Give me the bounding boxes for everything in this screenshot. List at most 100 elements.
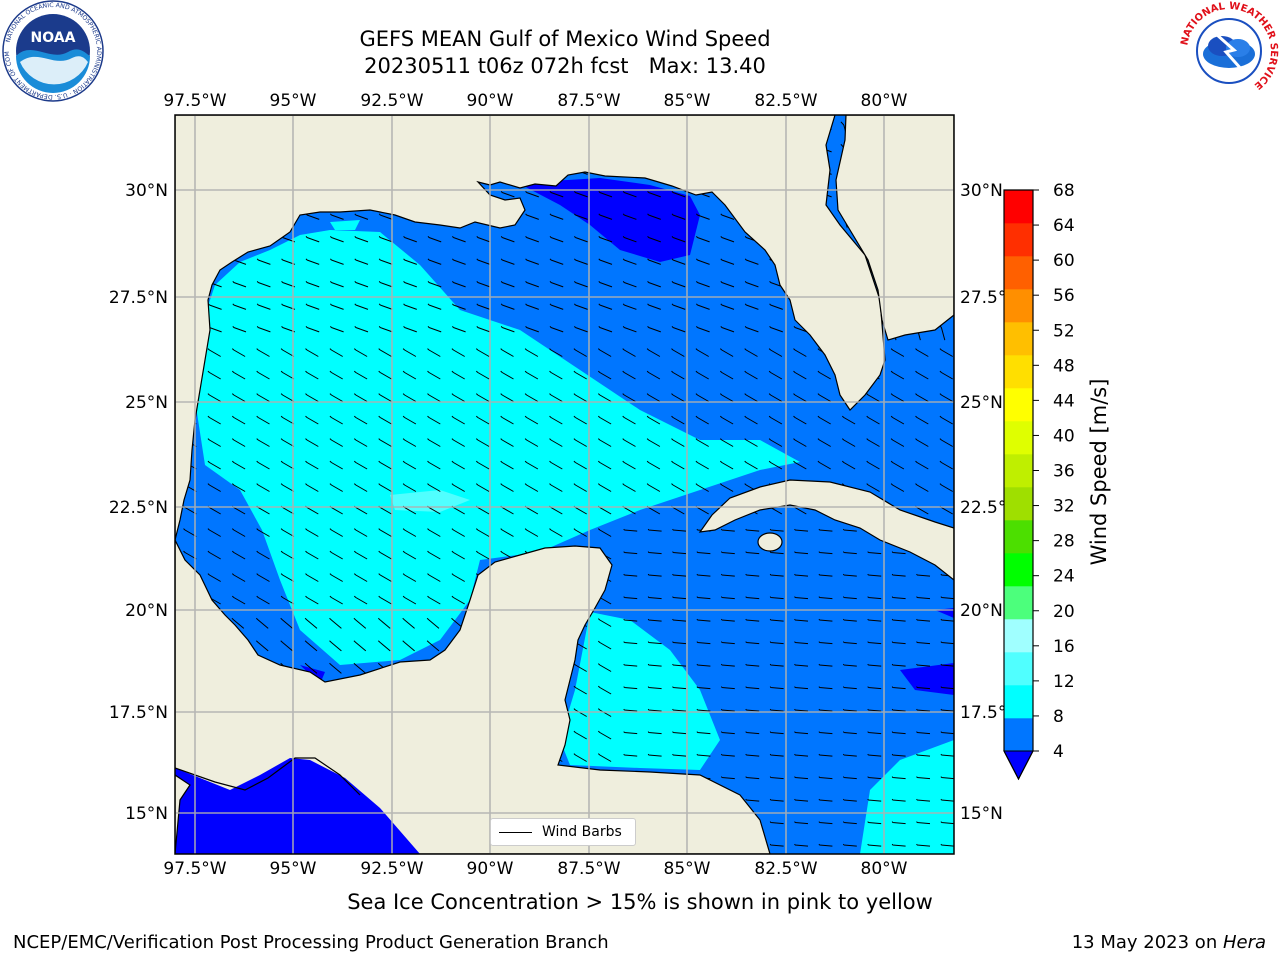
lon-label: 80°W (861, 859, 908, 879)
wind-barb (329, 348, 343, 357)
wind-barb (574, 325, 588, 333)
wind-barb (843, 731, 857, 735)
wind-barb (330, 325, 344, 333)
wind-barb (427, 370, 441, 380)
wind-barb (867, 821, 882, 825)
wind-barb (598, 280, 613, 288)
wind-barb (647, 528, 662, 532)
wind-barb (916, 731, 931, 735)
wind-barb (866, 438, 880, 447)
wind-barb (890, 438, 905, 447)
wind-barb (744, 415, 758, 425)
wind-barb (476, 325, 491, 333)
wind-barb (769, 641, 784, 645)
wind-barb (500, 460, 514, 470)
wind-barb (207, 415, 221, 425)
lat-label: 25°N (960, 393, 1003, 413)
wind-barb (647, 325, 661, 333)
wind-barb (280, 640, 293, 652)
wind-barb (720, 303, 735, 310)
wind-barb (525, 190, 539, 198)
wind-barb (524, 348, 539, 357)
wind-barb (573, 370, 587, 380)
wind-barb (402, 415, 417, 425)
wind-barb (672, 573, 687, 577)
wind-barb (891, 731, 906, 735)
wind-contour-8-12 (195, 230, 800, 665)
wind-barb (622, 438, 636, 447)
wind-barb (817, 438, 831, 447)
wind-barb (939, 483, 953, 492)
wind-barb (891, 821, 906, 825)
wind-barb (916, 776, 931, 780)
wind-barb (794, 776, 809, 780)
wind-barb (622, 190, 637, 198)
wind-barb (231, 393, 246, 402)
wind-barb (793, 325, 808, 333)
wind-barb (671, 235, 686, 243)
wind-barb (573, 438, 587, 447)
wind-barb (672, 663, 687, 667)
wind-barb (475, 483, 490, 492)
wind-barb (573, 685, 587, 695)
wind-barb (768, 370, 783, 380)
wind-barb (768, 348, 783, 357)
wind-barb (719, 438, 734, 447)
wind-barb (622, 303, 637, 310)
wind-barb (671, 325, 686, 333)
wind-barb (329, 483, 343, 492)
wind-barb (769, 663, 784, 667)
wind-barb (549, 370, 563, 380)
wind-barb (280, 370, 295, 380)
wind-barb (597, 460, 612, 470)
wind-barb (451, 348, 465, 357)
wind-barb (647, 596, 662, 600)
wind-barb (841, 415, 856, 425)
wind-barb (891, 686, 906, 690)
wind-barb (794, 798, 809, 802)
wind-barb (452, 303, 466, 310)
wind-barb (476, 258, 491, 265)
wind-barb (378, 325, 393, 333)
wind-barb (256, 258, 271, 265)
wind-barb (549, 348, 563, 357)
wind-barb (207, 348, 221, 357)
wind-barb (843, 821, 857, 825)
wind-barb (256, 573, 270, 582)
wind-barb (843, 663, 857, 667)
wind-barb (671, 303, 686, 310)
wind-barb (721, 753, 735, 757)
wind-barb (378, 393, 392, 402)
wind-contour-below-4 (900, 663, 954, 695)
wind-barb (597, 415, 612, 425)
wind-barb (500, 258, 515, 265)
wind-barb (646, 438, 661, 447)
wind-barb (769, 731, 784, 735)
wind-barb (721, 618, 735, 622)
wind-barb (818, 776, 833, 780)
wind-barb (647, 663, 662, 667)
wind-barb (598, 235, 613, 243)
wind-barb (280, 483, 295, 492)
wind-barb (451, 550, 465, 560)
wind-barb (745, 731, 760, 735)
lon-labels-top: 97.5°W 95°W 92.5°W 90°W 87.5°W 85°W 82.5… (163, 91, 907, 111)
wind-barb (377, 617, 391, 629)
wind-barb (378, 550, 392, 560)
wind-barb (794, 731, 809, 735)
wind-barb (891, 663, 906, 667)
wind-barb (647, 280, 661, 288)
wind-barb (696, 258, 710, 265)
wind-barb (305, 460, 319, 470)
wind-barb (207, 573, 221, 582)
wind-barb (549, 213, 564, 220)
wind-barb (695, 393, 709, 402)
wind-barb (329, 617, 342, 629)
wind-barb (940, 843, 954, 847)
wind-barb (672, 641, 687, 645)
wind-barb (524, 483, 539, 492)
wind-barb (794, 708, 809, 712)
wind-barb (695, 348, 709, 357)
wind-barb (402, 438, 417, 447)
wind-barb (696, 280, 710, 288)
